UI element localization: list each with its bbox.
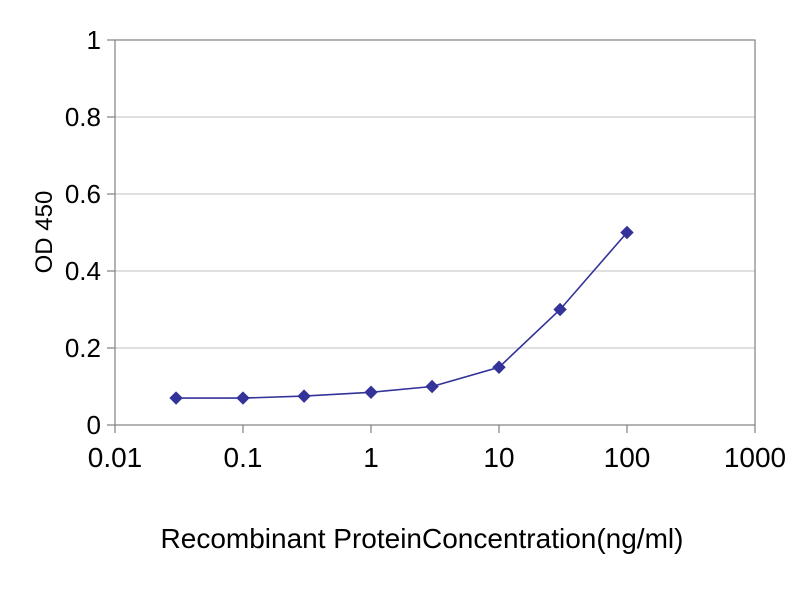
y-tick-label: 0.6 xyxy=(65,179,101,209)
x-tick-label: 1 xyxy=(363,442,379,473)
x-axis-title: Recombinant ProteinConcentration(ng/ml) xyxy=(161,523,684,554)
data-point-marker xyxy=(620,225,634,240)
plot-area: 0 0.2 0.4 0.6 0.8 1 0.01 0.1 1 10 100 1000 xyxy=(65,25,786,473)
plot-background xyxy=(115,40,755,425)
y-tick-label: 0.8 xyxy=(65,102,101,132)
data-point-marker xyxy=(492,360,506,374)
data-point-marker xyxy=(364,385,378,399)
data-point-marker xyxy=(297,389,311,403)
x-tick-label: 100 xyxy=(604,442,651,473)
data-point-marker xyxy=(553,302,567,317)
x-tick-label: 0.01 xyxy=(88,442,143,473)
data-point-marker xyxy=(169,391,183,405)
y-tick-label: 0.4 xyxy=(65,256,101,286)
y-axis-title: OD 450 xyxy=(31,191,58,274)
x-tick-label: 10 xyxy=(483,442,514,473)
y-tick-label: 0 xyxy=(87,410,101,440)
plot-frame xyxy=(114,39,756,426)
data-point-marker xyxy=(425,379,439,394)
y-tick-label: 0.2 xyxy=(65,333,101,363)
series-line xyxy=(176,231,628,399)
y-tick-label: 1 xyxy=(87,25,101,55)
data-point-marker xyxy=(236,391,250,405)
x-tick-label: 0.1 xyxy=(224,442,263,473)
x-tick-label: 1000 xyxy=(724,442,786,473)
